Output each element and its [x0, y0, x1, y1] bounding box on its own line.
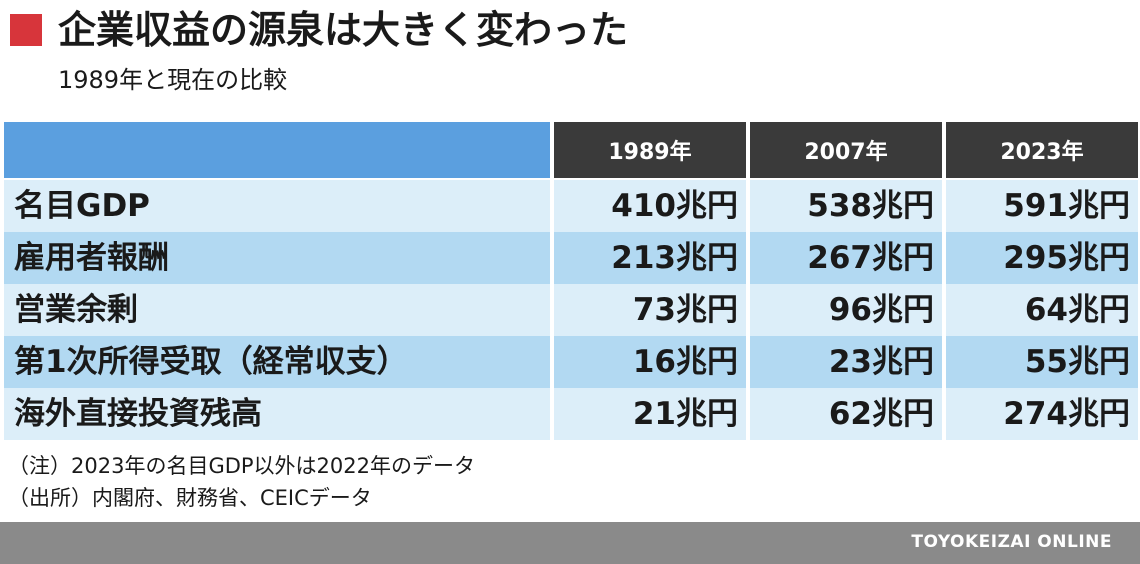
table-cell: 213兆円 [554, 232, 746, 284]
header-blank-cell [4, 122, 550, 178]
table-cell: 73兆円 [554, 284, 746, 336]
table-cell: 410兆円 [554, 180, 746, 232]
table-cell: 64兆円 [946, 284, 1138, 336]
column-header: 2023年 [946, 122, 1138, 178]
chart-title: 企業収益の源泉は大きく変わった [58, 8, 629, 52]
title-accent-square [10, 14, 42, 46]
table-cell: 295兆円 [946, 232, 1138, 284]
brand-label: TOYOKEIZAI ONLINE [911, 532, 1112, 552]
row-label: 名目GDP [4, 180, 550, 232]
table-cell: 267兆円 [750, 232, 942, 284]
table-row: 営業余剰 73兆円 96兆円 64兆円 [4, 284, 1138, 336]
table-cell: 591兆円 [946, 180, 1138, 232]
column-header: 1989年 [554, 122, 746, 178]
row-label: 雇用者報酬 [4, 232, 550, 284]
title-block: 企業収益の源泉は大きく変わった [6, 8, 1136, 58]
table-row: 海外直接投資残高 21兆円 62兆円 274兆円 [4, 388, 1138, 440]
table-cell: 23兆円 [750, 336, 942, 388]
chart-subtitle: 1989年と現在の比較 [58, 66, 288, 94]
table-cell: 62兆円 [750, 388, 942, 440]
footnote: （注）2023年の名目GDP以外は2022年のデータ [8, 454, 475, 478]
row-label: 海外直接投資残高 [4, 388, 550, 440]
table-cell: 538兆円 [750, 180, 942, 232]
source-note: （出所）内閣府、財務省、CEICデータ [8, 486, 372, 510]
row-label: 第1次所得受取（経常収支） [4, 336, 550, 388]
table-cell: 55兆円 [946, 336, 1138, 388]
table-row: 第1次所得受取（経常収支） 16兆円 23兆円 55兆円 [4, 336, 1138, 388]
table-cell: 21兆円 [554, 388, 746, 440]
table-row: 名目GDP 410兆円 538兆円 591兆円 [4, 180, 1138, 232]
footer-bar: TOYOKEIZAI ONLINE [0, 522, 1140, 564]
comparison-table: 1989年 2007年 2023年 名目GDP 410兆円 538兆円 591兆… [4, 122, 1138, 440]
row-label: 営業余剰 [4, 284, 550, 336]
table-cell: 16兆円 [554, 336, 746, 388]
column-header: 2007年 [750, 122, 942, 178]
table-cell: 274兆円 [946, 388, 1138, 440]
table-header-row: 1989年 2007年 2023年 [4, 122, 1138, 178]
table-row: 雇用者報酬 213兆円 267兆円 295兆円 [4, 232, 1138, 284]
table-cell: 96兆円 [750, 284, 942, 336]
